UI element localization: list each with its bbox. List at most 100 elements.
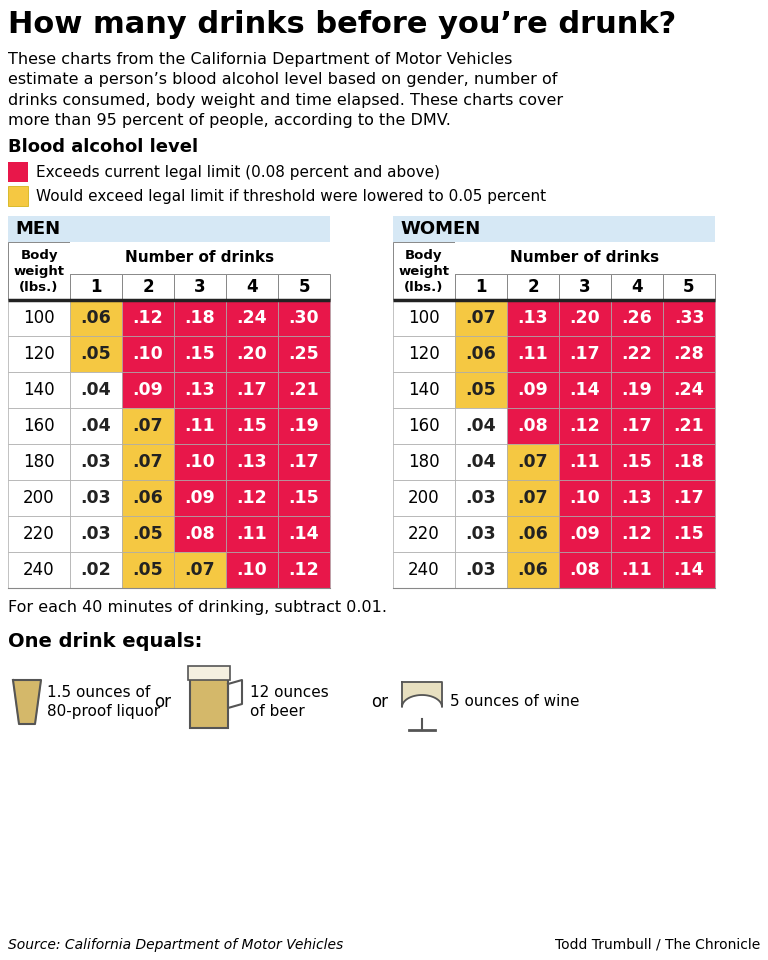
Text: .14: .14: [674, 561, 704, 579]
Text: .13: .13: [518, 309, 548, 327]
Text: 2: 2: [142, 278, 154, 296]
Text: .03: .03: [465, 489, 496, 507]
Text: .09: .09: [184, 489, 215, 507]
Text: Todd Trumbull / The Chronicle: Todd Trumbull / The Chronicle: [554, 938, 760, 952]
Text: .20: .20: [570, 309, 601, 327]
Text: .03: .03: [465, 561, 496, 579]
Bar: [226, 274, 278, 300]
Bar: [611, 300, 663, 336]
Bar: [507, 552, 559, 588]
Bar: [174, 408, 226, 444]
Text: .15: .15: [237, 417, 267, 435]
Bar: [70, 408, 122, 444]
Bar: [8, 186, 28, 206]
Text: .17: .17: [289, 453, 319, 471]
Bar: [455, 480, 507, 516]
Bar: [559, 516, 611, 552]
Text: 5 ounces of wine: 5 ounces of wine: [450, 694, 580, 709]
Text: .18: .18: [674, 453, 704, 471]
Text: .10: .10: [184, 453, 215, 471]
Text: .21: .21: [289, 381, 319, 399]
Text: .07: .07: [133, 453, 164, 471]
Bar: [559, 300, 611, 336]
Bar: [455, 408, 507, 444]
Text: .11: .11: [518, 345, 548, 363]
Bar: [278, 552, 330, 588]
Bar: [8, 162, 28, 182]
Text: .03: .03: [465, 525, 496, 543]
Bar: [455, 516, 507, 552]
Text: .06: .06: [518, 525, 548, 543]
Bar: [278, 480, 330, 516]
Text: .10: .10: [570, 489, 601, 507]
Text: .07: .07: [465, 309, 496, 327]
Bar: [8, 552, 70, 588]
Text: Number of drinks: Number of drinks: [511, 251, 660, 266]
Bar: [559, 552, 611, 588]
Text: For each 40 minutes of drinking, subtract 0.01.: For each 40 minutes of drinking, subtrac…: [8, 600, 387, 615]
Bar: [226, 516, 278, 552]
Bar: [507, 408, 559, 444]
Text: .05: .05: [465, 381, 496, 399]
Text: Blood alcohol level: Blood alcohol level: [8, 138, 198, 156]
Text: .12: .12: [237, 489, 267, 507]
Text: .04: .04: [465, 417, 496, 435]
Bar: [8, 216, 330, 242]
Bar: [611, 516, 663, 552]
Text: .06: .06: [81, 309, 111, 327]
Text: .10: .10: [133, 345, 164, 363]
Text: .15: .15: [289, 489, 319, 507]
Bar: [70, 242, 330, 274]
Bar: [174, 300, 226, 336]
Bar: [507, 274, 559, 300]
Text: .20: .20: [237, 345, 267, 363]
Bar: [278, 444, 330, 480]
Bar: [393, 300, 455, 336]
Text: 120: 120: [23, 345, 55, 363]
Text: .06: .06: [133, 489, 164, 507]
Text: .22: .22: [621, 345, 652, 363]
Bar: [174, 480, 226, 516]
Text: .12: .12: [570, 417, 601, 435]
Bar: [70, 372, 122, 408]
Text: 180: 180: [23, 453, 55, 471]
Text: .03: .03: [81, 489, 111, 507]
Bar: [188, 666, 230, 680]
Text: How many drinks before you’re drunk?: How many drinks before you’re drunk?: [8, 10, 677, 39]
Text: 4: 4: [631, 278, 643, 296]
Text: .24: .24: [237, 309, 267, 327]
Text: .21: .21: [674, 417, 704, 435]
Bar: [663, 300, 715, 336]
Text: .15: .15: [621, 453, 652, 471]
Bar: [122, 300, 174, 336]
Bar: [663, 444, 715, 480]
Bar: [393, 216, 715, 242]
Text: .15: .15: [184, 345, 215, 363]
Text: 1: 1: [91, 278, 101, 296]
Bar: [507, 300, 559, 336]
Bar: [278, 274, 330, 300]
Bar: [174, 516, 226, 552]
Text: 100: 100: [408, 309, 440, 327]
Bar: [455, 372, 507, 408]
Bar: [278, 408, 330, 444]
Bar: [393, 552, 455, 588]
Bar: [70, 480, 122, 516]
Bar: [8, 300, 70, 336]
Text: .10: .10: [237, 561, 267, 579]
Text: .06: .06: [518, 561, 548, 579]
Bar: [226, 300, 278, 336]
Bar: [559, 480, 611, 516]
Bar: [174, 372, 226, 408]
Text: 220: 220: [23, 525, 55, 543]
Text: .07: .07: [518, 489, 548, 507]
Text: .04: .04: [81, 381, 111, 399]
Text: .09: .09: [570, 525, 601, 543]
Text: 140: 140: [408, 381, 440, 399]
Bar: [393, 242, 455, 300]
Text: or: or: [372, 693, 389, 711]
Bar: [174, 336, 226, 372]
Bar: [507, 480, 559, 516]
Bar: [507, 444, 559, 480]
Text: 200: 200: [408, 489, 440, 507]
